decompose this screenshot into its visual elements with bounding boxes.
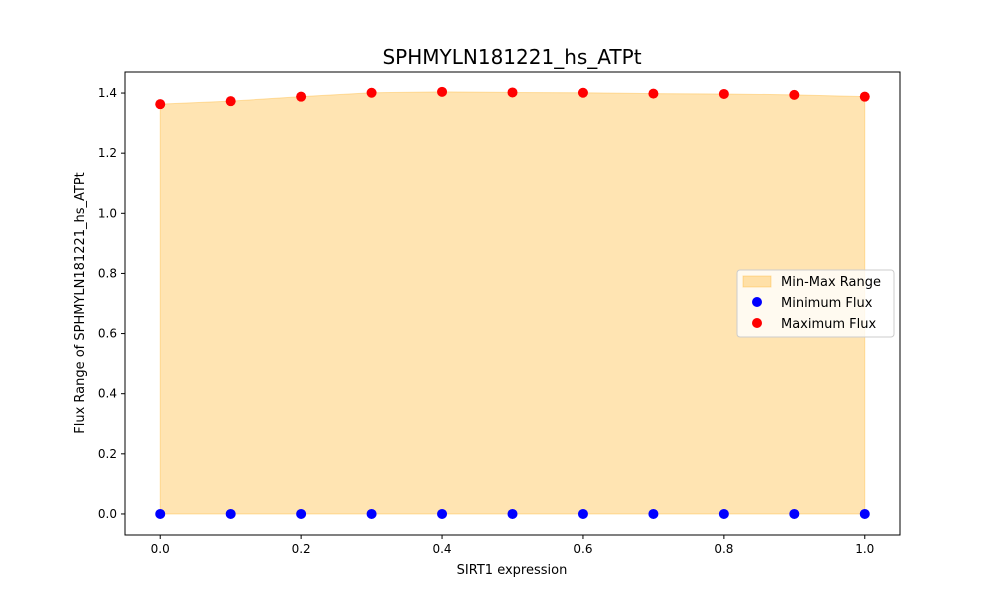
y-tick-label: 1.0 xyxy=(98,206,117,220)
legend-swatch-minimum-flux xyxy=(752,297,762,307)
maximum-flux-point xyxy=(507,87,518,98)
chart-title: SPHMYLN181221_hs_ATPt xyxy=(382,45,641,69)
y-axis-label: Flux Range of SPHMYLN181221_hs_ATPt xyxy=(73,172,88,434)
x-tick-label: 0.8 xyxy=(714,542,733,556)
maximum-flux-point xyxy=(718,88,729,99)
x-tick-label: 1.0 xyxy=(855,542,874,556)
axes-frame xyxy=(124,71,901,536)
minimum-flux-point xyxy=(577,508,588,519)
maximum-flux-point xyxy=(225,96,236,107)
legend-swatch-min-max-range xyxy=(742,275,772,288)
maximum-flux-point xyxy=(155,99,166,110)
y-tick-label: 0.4 xyxy=(98,387,117,401)
x-tick-label: 0.6 xyxy=(573,542,592,556)
x-tick-label: 0.0 xyxy=(151,542,170,556)
minimum-flux-point xyxy=(507,508,518,519)
minimum-flux-point xyxy=(648,508,659,519)
legend-label-minimum-flux: Minimum Flux xyxy=(781,296,873,311)
maximum-flux-point xyxy=(366,87,377,98)
minimum-flux-point xyxy=(859,508,870,519)
y-tick-label: 0.0 xyxy=(98,507,117,521)
maximum-flux-point xyxy=(577,87,588,98)
maximum-flux-point xyxy=(437,86,448,97)
axis-ticks: 0.0 0.2 0.4 0.6 0.8 1.0 0.0 0.2 0.4 0.6 0.8 1.0 1.2 1… xyxy=(98,86,874,556)
y-tick-label: 1.4 xyxy=(98,86,117,100)
y-tick-label: 0.2 xyxy=(98,447,117,461)
minimum-flux-point xyxy=(366,508,377,519)
minimum-flux-point xyxy=(296,508,307,519)
x-tick-label: 0.2 xyxy=(292,542,311,556)
minimum-flux-point xyxy=(437,508,448,519)
x-axis-label: SIRT1 expression xyxy=(457,563,568,578)
y-tick-label: 0.6 xyxy=(98,327,117,341)
legend-label-maximum-flux: Maximum Flux xyxy=(781,317,877,332)
minimum-flux-point xyxy=(155,508,166,519)
maximum-flux-point xyxy=(296,91,307,102)
legend-swatch-maximum-flux xyxy=(752,318,762,328)
y-tick-label: 1.2 xyxy=(98,146,117,160)
x-tick-label: 0.4 xyxy=(432,542,451,556)
maximum-flux-point xyxy=(789,89,800,100)
legend: Min-Max Range Minimum Flux Maximum Flux xyxy=(736,269,895,338)
plot-area xyxy=(155,86,870,519)
minimum-flux-point xyxy=(789,508,800,519)
legend-label-min-max-range: Min-Max Range xyxy=(781,275,881,290)
maximum-flux-point xyxy=(859,91,870,102)
minimum-flux-point xyxy=(225,508,236,519)
minimum-flux-point xyxy=(718,508,729,519)
y-tick-label: 0.8 xyxy=(98,266,117,280)
legend-box xyxy=(736,269,895,338)
maximum-flux-point xyxy=(648,88,659,99)
